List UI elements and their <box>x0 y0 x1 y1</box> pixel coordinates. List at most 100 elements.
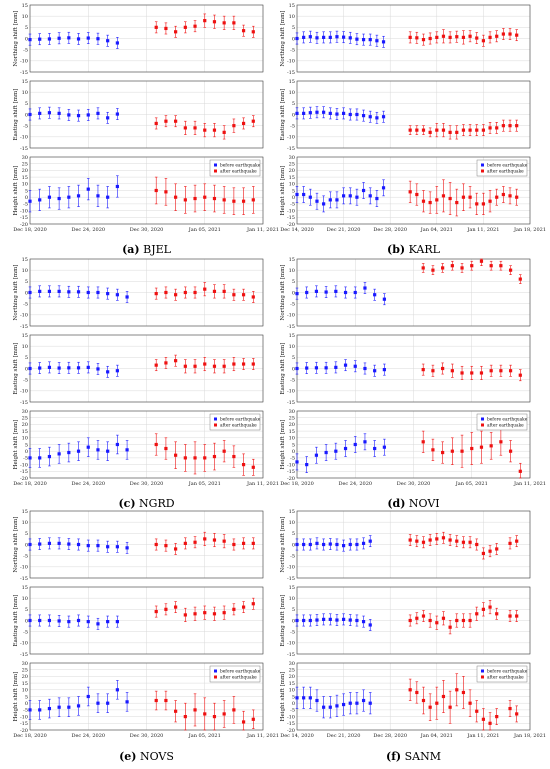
y-tick-label: -20 <box>287 728 295 734</box>
y-tick-label: 5 <box>25 531 28 537</box>
data-point-before <box>295 618 299 623</box>
data-point-after <box>222 449 226 453</box>
legend-marker-after <box>214 423 217 427</box>
data-point-after <box>435 198 439 202</box>
data-point-after <box>408 128 412 132</box>
y-tick-label: -15 <box>20 146 28 152</box>
y-tick-label: -5 <box>23 456 28 462</box>
data-point-before <box>96 290 100 295</box>
data-point-after <box>441 266 445 270</box>
data-point-before <box>115 620 119 624</box>
data-point-before <box>335 704 339 708</box>
data-point-after <box>441 128 446 132</box>
x-tick-label: Dec 14, 2020 <box>280 733 314 739</box>
data-point-after <box>174 605 178 609</box>
y-tick-label: 5 <box>292 607 295 613</box>
legend-marker-after <box>481 675 484 679</box>
data-point-before <box>348 542 352 547</box>
data-point-before <box>322 110 326 114</box>
data-point-before <box>315 698 319 703</box>
data-point-after <box>475 202 479 206</box>
y-tick-label: 10 <box>22 596 28 602</box>
data-point-after <box>174 30 178 34</box>
legend-box <box>209 665 261 683</box>
y-tick-label: 5 <box>292 531 295 537</box>
data-point-after <box>174 453 178 457</box>
y-tick-label: 15 <box>22 257 28 263</box>
data-point-after <box>164 190 168 194</box>
data-point-after <box>183 364 187 368</box>
data-point-after <box>448 130 452 134</box>
data-point-after <box>481 39 485 43</box>
data-point-before <box>67 113 71 117</box>
data-point-after <box>174 195 178 199</box>
data-point-after <box>183 198 187 202</box>
data-point-after <box>489 369 493 373</box>
data-point-before <box>106 292 110 296</box>
legend-box <box>209 413 261 431</box>
data-point-before <box>125 448 129 452</box>
data-point-after <box>461 690 466 695</box>
data-point-before <box>38 366 42 370</box>
x-tick-label: Jan 05, 2021 <box>188 227 221 233</box>
data-point-before <box>38 37 42 41</box>
data-point-before <box>295 111 299 115</box>
data-point-before <box>86 445 90 449</box>
y-tick-label: 5 <box>292 279 295 285</box>
y-tick-label: -15 <box>287 146 295 152</box>
legend-label-before: before earthquake <box>487 417 528 422</box>
data-point-before <box>314 366 319 370</box>
data-point-after <box>408 688 412 692</box>
x-tick-label: Dec 30, 2020 <box>130 481 164 487</box>
data-point-before <box>28 456 32 460</box>
y-tick-label: 15 <box>289 257 295 263</box>
data-point-after <box>481 607 485 611</box>
data-point-before <box>355 618 359 623</box>
y-tick-label: 0 <box>25 618 28 624</box>
data-point-before <box>302 618 306 623</box>
caption-bjel: (a) BJEL <box>30 243 263 256</box>
data-point-after <box>415 616 419 620</box>
data-point-after <box>428 538 432 542</box>
y-tick-label: 25 <box>22 668 28 674</box>
y-tick-label: 5 <box>292 694 295 700</box>
data-point-after <box>450 449 454 453</box>
y-tick-label: 0 <box>292 542 295 548</box>
y-tick-label: 15 <box>289 3 295 9</box>
data-point-after <box>431 369 435 373</box>
data-point-after <box>448 35 452 39</box>
caption-station: SANM <box>401 750 442 763</box>
caption-sanm: (f) SANM <box>297 750 530 763</box>
data-point-after <box>468 701 472 705</box>
data-point-before <box>324 290 328 294</box>
y-tick-label: 20 <box>289 168 295 174</box>
data-point-before <box>343 290 348 295</box>
data-point-before <box>348 194 352 198</box>
data-point-after <box>251 198 255 202</box>
y-tick-label: 0 <box>292 366 295 372</box>
data-point-before <box>76 542 81 547</box>
data-point-before <box>295 460 299 464</box>
x-tick-label: Dec 30, 2020 <box>397 481 431 487</box>
data-point-after <box>479 259 484 263</box>
x-tick-label: Dec 24, 2020 <box>71 227 105 233</box>
data-point-after <box>470 371 474 375</box>
data-point-after <box>232 607 236 611</box>
data-point-before <box>382 368 386 372</box>
data-point-after <box>241 463 246 467</box>
data-point-after <box>193 126 197 130</box>
data-point-after <box>222 539 226 543</box>
data-point-after <box>222 130 226 134</box>
y-tick-label: 5 <box>292 355 295 361</box>
data-point-after <box>174 119 178 123</box>
data-point-after <box>435 537 439 541</box>
y-tick-label: 5 <box>25 279 28 285</box>
y-tick-label: -10 <box>287 565 295 571</box>
data-point-before <box>348 112 352 117</box>
y-tick-label: -10 <box>20 135 28 141</box>
y-tick-label: -5 <box>290 553 295 559</box>
legend-label-before: before earthquake <box>220 163 261 168</box>
